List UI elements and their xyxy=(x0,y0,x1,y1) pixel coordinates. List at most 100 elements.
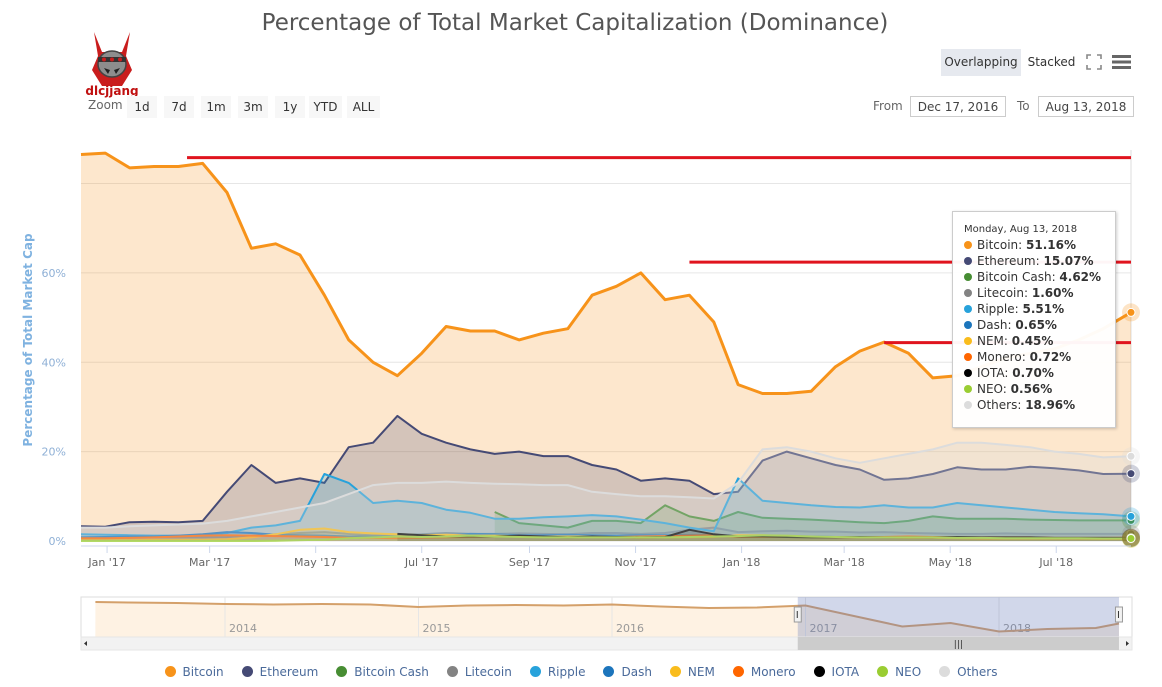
series-areas xyxy=(80,151,1132,542)
bitcoin-area xyxy=(81,153,1131,541)
tooltip-series-name: Others xyxy=(977,398,1018,412)
tooltip-row: IOTA: 0.70% xyxy=(964,365,1115,381)
tooltip-series-value: 4.62% xyxy=(1059,270,1102,284)
series-dot-icon xyxy=(964,401,972,409)
series-dot-icon xyxy=(964,369,972,377)
tooltip-series-name: Dash xyxy=(977,318,1008,332)
scrollbar-grip-icon: ||| xyxy=(954,640,963,650)
tooltip-series-value: 0.65% xyxy=(1015,318,1057,332)
legend-label: Bitcoin xyxy=(182,665,224,679)
to-label: To xyxy=(1017,99,1030,113)
x-tick-label: Sep '17 xyxy=(509,556,550,569)
tooltip-date: Monday, Aug 13, 2018 xyxy=(964,224,1078,235)
y-tick-label: 0% xyxy=(49,535,66,548)
legend-item-neo[interactable]: NEO xyxy=(877,665,921,679)
chart-title: Percentage of Total Market Capitalizatio… xyxy=(261,10,889,36)
to-date-input[interactable]: Aug 13, 2018 xyxy=(1038,96,1134,117)
axes: 0% 20% 40% 60% Jan '17 Mar '17 May '17 Jul '17 S… xyxy=(42,267,1131,569)
tooltip-series-name: IOTA xyxy=(977,366,1005,380)
legend-item-bitcoin-cash[interactable]: Bitcoin Cash xyxy=(336,665,429,679)
navigator-selected-range[interactable] xyxy=(797,597,1119,637)
legend-dot-icon xyxy=(603,666,615,677)
ethereum-area xyxy=(81,415,1131,541)
legend-item-others[interactable]: Others xyxy=(939,665,997,679)
legend-label: Ethereum xyxy=(259,665,319,679)
neo-line[interactable] xyxy=(81,534,1131,542)
series-dot-icon xyxy=(964,273,972,281)
x-tick-label: Jul '18 xyxy=(1038,556,1073,569)
legend-item-nem[interactable]: NEM xyxy=(669,665,715,679)
y-tick-label: 40% xyxy=(42,356,66,369)
tooltip-row: Bitcoin: 51.16% xyxy=(964,237,1115,253)
others-line[interactable] xyxy=(81,441,1132,529)
legend-label: IOTA xyxy=(831,665,860,679)
others-area xyxy=(81,442,1131,541)
tooltip-row: Dash: 0.65% xyxy=(964,317,1115,333)
zoom-ytd-button[interactable]: YTD xyxy=(309,96,342,118)
ethereum-line[interactable] xyxy=(80,414,1132,528)
stacked-button[interactable]: Stacked xyxy=(1027,55,1076,69)
tooltip-row: Ethereum: 15.07% xyxy=(964,253,1115,269)
tooltip-row: Ripple: 5.51% xyxy=(964,301,1115,317)
bitcoin-cash-line[interactable] xyxy=(494,504,1131,529)
y-tick-label: 20% xyxy=(42,446,66,459)
bitcoin-end-marker[interactable] xyxy=(1126,307,1136,317)
zoom-3m-button[interactable]: 3m xyxy=(238,96,268,118)
legend-label: Litecoin xyxy=(464,665,512,679)
zoom-1m-button[interactable]: 1m xyxy=(201,96,231,118)
ripple-line[interactable] xyxy=(80,473,1132,537)
legend-item-dash[interactable]: Dash xyxy=(603,665,652,679)
x-tick-label: Jul '17 xyxy=(404,556,439,569)
tooltip-series-value: 51.16% xyxy=(1026,238,1076,252)
legend-item-iota[interactable]: IOTA xyxy=(813,665,860,679)
tooltip-series-name: Ripple xyxy=(977,302,1015,316)
legend-item-ethereum[interactable]: Ethereum xyxy=(241,665,319,679)
legend-label: Monero xyxy=(750,665,796,679)
hamburger-menu-icon[interactable] xyxy=(1112,54,1131,70)
scroll-right-arrow-icon[interactable] xyxy=(1126,641,1129,646)
x-tick-label: May '18 xyxy=(929,556,972,569)
logo-text: dlcjjang xyxy=(85,84,138,98)
tooltip-row: NEM: 0.45% xyxy=(964,333,1115,349)
tooltip-series-value: 0.45% xyxy=(1011,334,1054,348)
legend-item-ripple[interactable]: Ripple xyxy=(529,665,586,679)
tooltip-series-value: 15.07% xyxy=(1043,254,1094,268)
legend-dot-icon xyxy=(529,666,541,677)
zoom-7d-button[interactable]: 7d xyxy=(164,96,194,118)
legend-dot-icon xyxy=(813,666,825,677)
legend-item-bitcoin[interactable]: Bitcoin xyxy=(164,665,224,679)
tooltip-series-name: Monero xyxy=(977,350,1022,364)
ripple-end-marker[interactable] xyxy=(1126,511,1136,521)
from-date-input[interactable]: Dec 17, 2016 xyxy=(910,96,1006,117)
zoom-1y-button[interactable]: 1y xyxy=(275,96,305,118)
tooltip-series-value: 18.96% xyxy=(1025,398,1076,412)
zoom-label: Zoom xyxy=(88,98,123,112)
legend-item-monero[interactable]: Monero xyxy=(732,665,796,679)
legend-label: Dash xyxy=(621,665,652,679)
legend-dot-icon xyxy=(446,666,458,677)
navigator-year-label: 2016 xyxy=(616,622,644,635)
x-tick-label: Mar '17 xyxy=(189,556,230,569)
legend-dot-icon xyxy=(164,666,176,677)
series-dot-icon xyxy=(964,385,972,393)
legend-item-litecoin[interactable]: Litecoin xyxy=(446,665,512,679)
tooltip-series-value: 0.70% xyxy=(1012,366,1054,380)
legend-dot-icon xyxy=(241,666,253,677)
scrollbar-thumb[interactable] xyxy=(797,637,1119,650)
others-end-marker[interactable] xyxy=(1126,451,1136,461)
overlapping-button[interactable]: Overlapping xyxy=(941,49,1021,76)
fullscreen-icon[interactable] xyxy=(1086,54,1102,70)
legend-label: Ripple xyxy=(547,665,586,679)
from-label: From xyxy=(873,99,903,113)
legend-dot-icon xyxy=(336,666,348,677)
zoom-all-button[interactable]: ALL xyxy=(347,96,380,118)
zoom-1d-button[interactable]: 1d xyxy=(127,96,157,118)
navigator-year-label: 2017 xyxy=(810,622,838,635)
ethereum-end-marker[interactable] xyxy=(1126,469,1136,479)
tooltip-series-value: 1.60% xyxy=(1031,286,1074,300)
series-dot-icon xyxy=(964,337,972,345)
neo-end-marker[interactable] xyxy=(1126,533,1136,543)
scroll-left-arrow-icon[interactable] xyxy=(84,641,87,646)
x-tick-label: Mar '18 xyxy=(824,556,865,569)
